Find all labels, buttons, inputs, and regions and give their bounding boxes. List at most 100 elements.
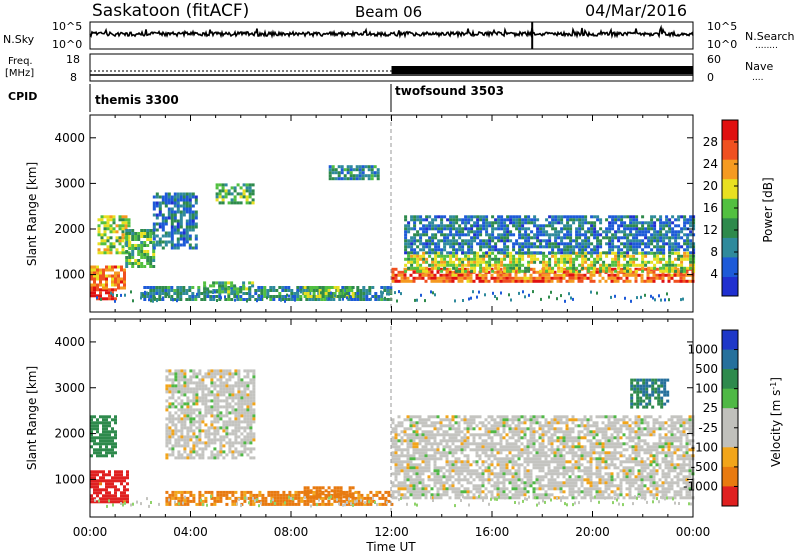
power-ylabel: Slant Range [km] [25,162,39,266]
heatmap-cell [650,224,654,228]
heatmap-cell [587,242,591,246]
heatmap-cell [171,490,175,494]
heatmap-cell [170,297,172,301]
heatmap-cell [123,476,126,480]
nave-tick-bottom: 0 [707,71,714,84]
heatmap-cell [228,438,232,442]
heatmap-cell [164,198,168,202]
heatmap-cell [475,448,479,452]
heatmap-cell [631,270,635,274]
heatmap-cell [102,277,105,281]
heatmap-cell [647,245,651,249]
heatmap-cell [598,279,602,283]
heatmap-cell [174,502,178,506]
heatmap-cell [204,372,208,376]
heatmap-cell [174,399,178,403]
heatmap-cell [161,222,165,226]
heatmap-cell [114,283,117,287]
heatmap-cell [216,453,220,457]
heatmap-cell [93,424,96,428]
heatmap-cell [108,436,111,440]
heatmap-cell [201,396,205,400]
heatmap-cell [676,273,680,277]
heatmap-cell [306,286,310,289]
heatmap-cell [463,463,467,467]
heatmap-cell [515,224,519,228]
heatmap-cell [164,222,168,226]
heatmap-cell [108,294,111,298]
heatmap-cell [230,281,234,285]
heatmap-cell [574,276,578,280]
heatmap-cell [436,466,440,470]
heatmap-cell [419,236,423,240]
heatmap-cell [412,445,416,449]
heatmap-cell [90,500,93,504]
heatmap-cell [415,430,419,434]
heatmap-cell [524,266,528,270]
heatmap-cell [97,218,101,222]
heatmap-cell [249,456,253,460]
heatmap-cell [243,499,247,503]
heatmap-cell [342,297,344,301]
heatmap-cell [479,260,483,264]
heatmap-cell [448,463,452,467]
heatmap-cell [428,236,432,240]
heatmap-cell [165,375,169,379]
heatmap-cell [488,254,492,258]
heatmap-cell [106,215,110,219]
heatmap-cell [287,286,291,289]
heatmap-cell [623,233,627,237]
heatmap-cell [454,299,456,303]
heatmap-cell [433,493,437,497]
heatmap-cell [219,405,223,409]
heatmap-cell [490,436,494,440]
heatmap-cell [409,475,413,479]
heatmap-cell [566,248,570,252]
heatmap-cell [442,484,446,488]
heatmap-cell [502,448,506,452]
heatmap-cell [242,292,246,295]
heatmap-cell [372,499,376,503]
heatmap-cell [490,484,494,488]
heatmap-cell [487,469,491,473]
heatmap-cell [210,456,214,460]
heatmap-cell [487,445,491,449]
heatmap-cell [634,267,638,271]
heatmap-cell [509,221,513,225]
heatmap-cell [182,234,186,238]
heatmap-cell [533,218,537,222]
heatmap-cell [493,279,497,283]
heatmap-cell [415,433,419,437]
heatmap-cell [126,476,129,480]
heatmap-cell [676,279,680,283]
heatmap-cell [610,270,614,274]
heatmap-cell [321,289,325,292]
heatmap-cell [443,245,447,249]
heatmap-cell [512,221,516,225]
heatmap-cell [442,454,446,458]
heatmap-cell [237,453,241,457]
heatmap-cell [424,433,428,437]
heatmap-cell [427,484,431,488]
heatmap-cell [412,270,416,274]
heatmap-cell [357,496,361,500]
heatmap-cell [125,265,129,268]
heatmap-cell [183,393,187,397]
heatmap-cell [294,496,298,500]
heatmap-cell [99,482,102,486]
heatmap-cell [608,251,612,255]
heatmap-cell [189,447,193,451]
heatmap-cell [419,215,423,219]
heatmap-cell [487,481,491,485]
heatmap-cell [677,218,681,222]
heatmap-cell [342,499,346,503]
heatmap-cell [620,215,624,219]
heatmap-cell [521,245,525,249]
heatmap-cell [493,448,497,452]
heatmap-cell [660,298,662,302]
heatmap-cell [397,457,401,461]
heatmap-cell [409,493,413,497]
heatmap-cell [554,242,558,246]
heatmap-cell [189,381,193,385]
heatmap-cell [195,399,199,403]
